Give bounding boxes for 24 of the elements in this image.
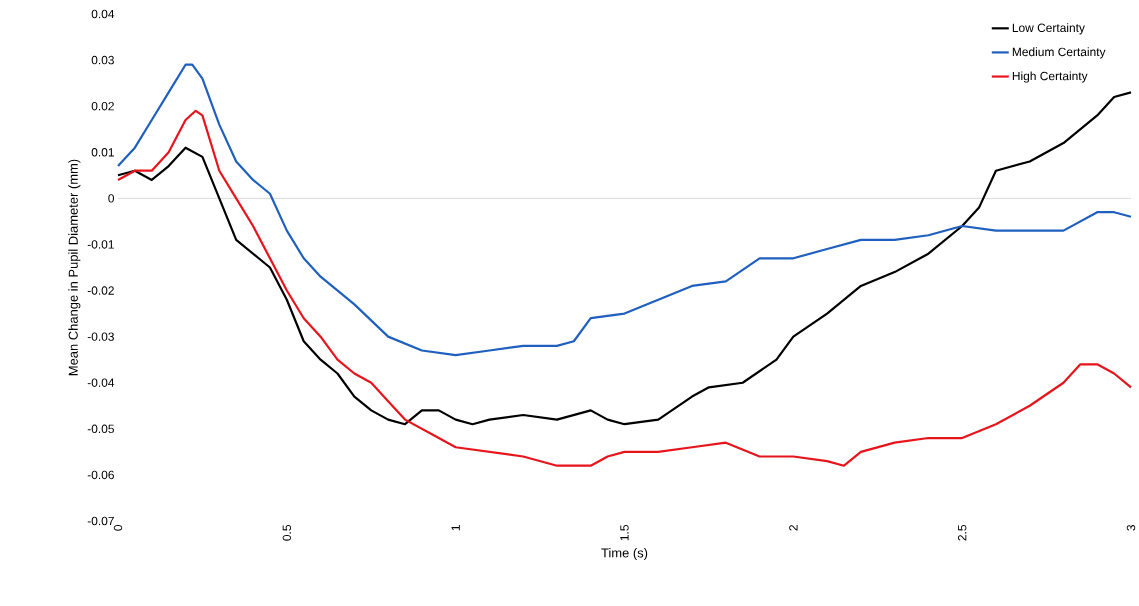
x-axis-title: Time (s) [601, 547, 648, 561]
y-tick-label: -0.05 [87, 424, 114, 434]
y-tick-label: -0.04 [87, 378, 115, 387]
y-tick-label: -0.06 [87, 470, 114, 480]
y-tick-label: 0 [108, 194, 115, 203]
x-tick-label: 2 [789, 525, 798, 531]
x-tick-label: 1.5 [620, 525, 629, 541]
legend-label: High Certainty [1012, 71, 1088, 83]
legend-label: Medium Certainty [1012, 47, 1106, 59]
x-tick-label: 0 [113, 524, 123, 531]
y-tick-label: 0.02 [91, 101, 114, 111]
y-tick-label: 0.04 [91, 9, 115, 19]
x-tick-label: 0.5 [282, 525, 292, 541]
y-tick-label: -0.01 [87, 240, 114, 249]
x-tick-label: 3 [1126, 525, 1136, 531]
y-tick-label: -0.03 [87, 332, 114, 341]
y-tick-label: -0.07 [87, 516, 114, 526]
y-tick-label: -0.02 [87, 286, 114, 295]
x-tick-label: 1 [451, 525, 460, 531]
y-tick-label: 0.01 [91, 148, 114, 157]
legend-label: Low Certainty [1012, 23, 1085, 35]
y-axis-title: Mean Change in Pupil Diameter (mm) [68, 159, 81, 376]
x-tick-label: 2.5 [957, 525, 967, 541]
y-tick-label: 0.03 [91, 55, 114, 65]
